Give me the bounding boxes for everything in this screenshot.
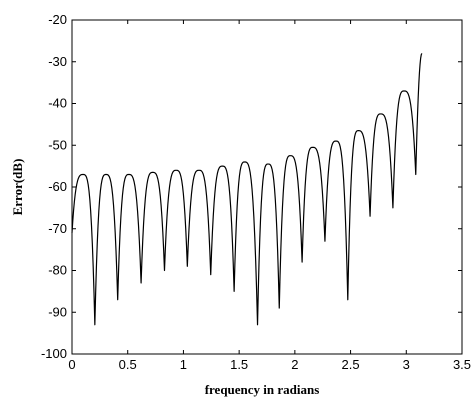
x-tick-labels: 0 0.5 1 1.5 2 2.5 3 3.5 bbox=[68, 357, 471, 372]
y-tick-label: -60 bbox=[48, 179, 67, 194]
x-tick-label: 2.5 bbox=[342, 357, 360, 372]
y-tick-label: -100 bbox=[41, 346, 67, 361]
y-tick-labels: -100 -90 -80 -70 -60 -50 -40 -30 -20 bbox=[41, 12, 67, 361]
y-tick-label: -20 bbox=[48, 12, 67, 27]
y-tick-label: -40 bbox=[48, 96, 67, 111]
plot-area bbox=[72, 20, 462, 354]
x-tick-label: 0.5 bbox=[119, 357, 137, 372]
x-tick-label: 1 bbox=[180, 357, 187, 372]
y-axis-label: Error(dB) bbox=[10, 159, 25, 216]
y-tick-label: -90 bbox=[48, 304, 67, 319]
y-tick-label: -50 bbox=[48, 137, 67, 152]
error-series-line bbox=[71, 53, 423, 326]
x-tick-label: 1.5 bbox=[230, 357, 248, 372]
x-tick-label: 3.5 bbox=[453, 357, 471, 372]
y-tick-label: -30 bbox=[48, 54, 67, 69]
plot-frame bbox=[71, 19, 463, 355]
y-tick-label: -70 bbox=[48, 221, 67, 236]
x-tick-label: 2 bbox=[291, 357, 298, 372]
x-axis-label: frequency in radians bbox=[205, 382, 320, 397]
x-tick-label: 0 bbox=[68, 357, 75, 372]
x-tick-label: 3 bbox=[403, 357, 410, 372]
y-tick-label: -80 bbox=[48, 263, 67, 278]
